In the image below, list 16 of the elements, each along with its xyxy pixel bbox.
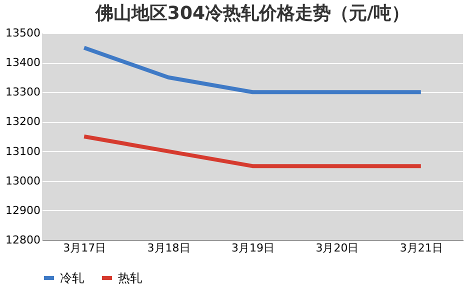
chart-title: 佛山地区304冷热轧价格走势（元/吨） xyxy=(94,3,410,24)
legend-label: 热轧 xyxy=(118,271,142,285)
y-tick-label: 13300 xyxy=(6,86,40,99)
x-tick-label: 3月19日 xyxy=(232,242,274,254)
y-tick-label: 12800 xyxy=(6,234,40,246)
y-tick-label: 13000 xyxy=(6,174,40,188)
x-tick-label: 3月18日 xyxy=(147,242,190,254)
x-tick-label: 3月21日 xyxy=(400,242,443,254)
y-tick-label: 13200 xyxy=(6,115,40,128)
x-tick-label: 3月20日 xyxy=(316,242,359,254)
y-tick-label: 13500 xyxy=(6,26,40,40)
y-tick-label: 13400 xyxy=(6,56,40,70)
legend-label: 冷轧 xyxy=(60,271,84,285)
y-tick-label: 13100 xyxy=(6,144,40,158)
x-tick-label: 3月17日 xyxy=(63,242,106,254)
y-tick-label: 12900 xyxy=(6,204,40,217)
